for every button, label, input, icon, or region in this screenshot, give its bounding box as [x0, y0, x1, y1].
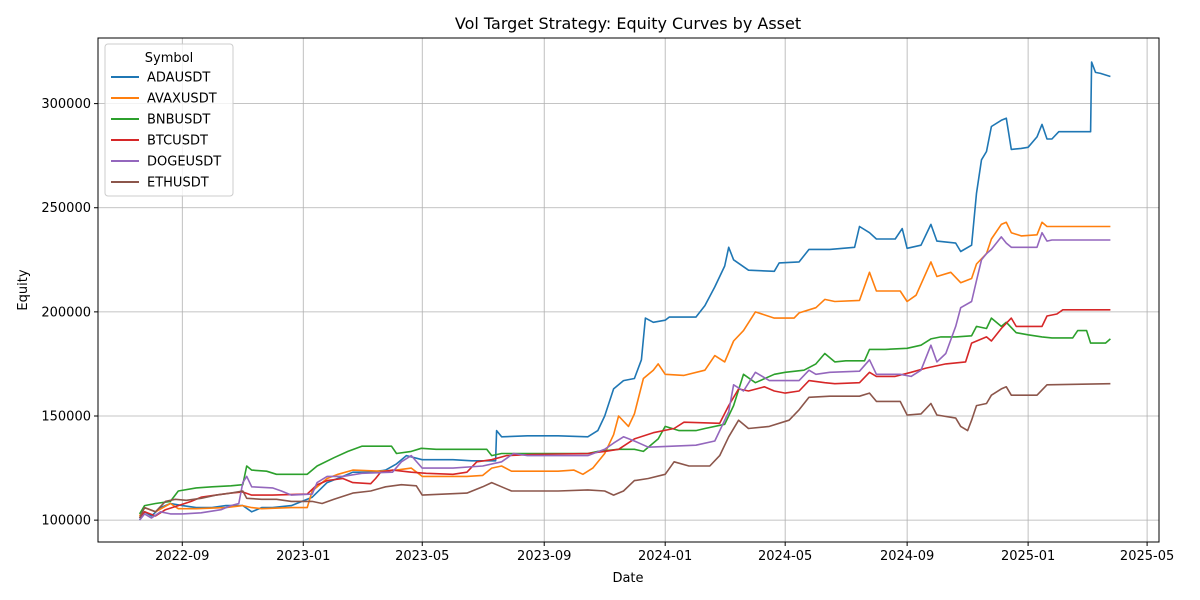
series-lines — [138, 61, 1111, 521]
series-line-adausdt — [138, 61, 1111, 521]
legend-label-ethusdt: ETHUSDT — [147, 176, 209, 191]
legend-items: ADAUSDT AVAXUSDT BNBUSDT BTCUSDT DOGEUSDT ETH… — [111, 71, 221, 191]
legend-box — [104, 43, 234, 197]
legend-label-avaxusdt: AVAXUSDT — [147, 92, 217, 107]
legend-label-btcusdt: BTCUSDT — [147, 134, 208, 149]
grid-lines — [98, 38, 1159, 542]
series-line-avaxusdt — [138, 221, 1111, 517]
x-tick-label: 2024-09 — [880, 549, 934, 564]
chart-title: Vol Target Strategy: Equity Curves by As… — [455, 14, 801, 33]
legend-label-adausdt: ADAUSDT — [147, 71, 210, 86]
x-tick-label: 2025-01 — [1001, 549, 1055, 564]
plot-frame — [97, 37, 1160, 543]
x-tick-label: 2023-05 — [395, 549, 449, 564]
y-tick-label: 250000 — [41, 201, 91, 216]
y-tick-label: 150000 — [41, 410, 91, 425]
legend-label-dogeusdt: DOGEUSDT — [147, 155, 221, 170]
x-tick-label: 2024-05 — [758, 549, 812, 564]
x-axis-ticks: 2022-09 2023-01 2023-05 2023-09 2024-01 2024-… — [155, 542, 1174, 564]
y-tick-label: 300000 — [41, 97, 91, 112]
y-tick-label: 200000 — [41, 305, 91, 320]
x-tick-label: 2025-05 — [1120, 549, 1174, 564]
x-tick-label: 2024-01 — [638, 549, 692, 564]
series-line-bnbusdt — [138, 317, 1111, 515]
series-line-btcusdt — [138, 308, 1111, 519]
series-line-dogeusdt — [138, 231, 1111, 521]
y-axis-ticks: 100000 150000 200000 250000 300000 — [41, 97, 98, 529]
y-axis-label: Equity — [16, 269, 31, 310]
y-tick-label: 100000 — [41, 514, 91, 529]
series-line-ethusdt — [138, 382, 1111, 519]
legend: Symbol ADAUSDT AVAXUSDT BNBUSDT BTCUSDT DOGE… — [104, 43, 234, 197]
x-axis-label: Date — [612, 571, 643, 586]
x-tick-label: 2023-09 — [517, 549, 571, 564]
legend-label-bnbusdt: BNBUSDT — [147, 113, 210, 128]
x-tick-label: 2023-01 — [276, 549, 330, 564]
legend-title: Symbol — [145, 51, 193, 66]
x-tick-label: 2022-09 — [155, 549, 209, 564]
